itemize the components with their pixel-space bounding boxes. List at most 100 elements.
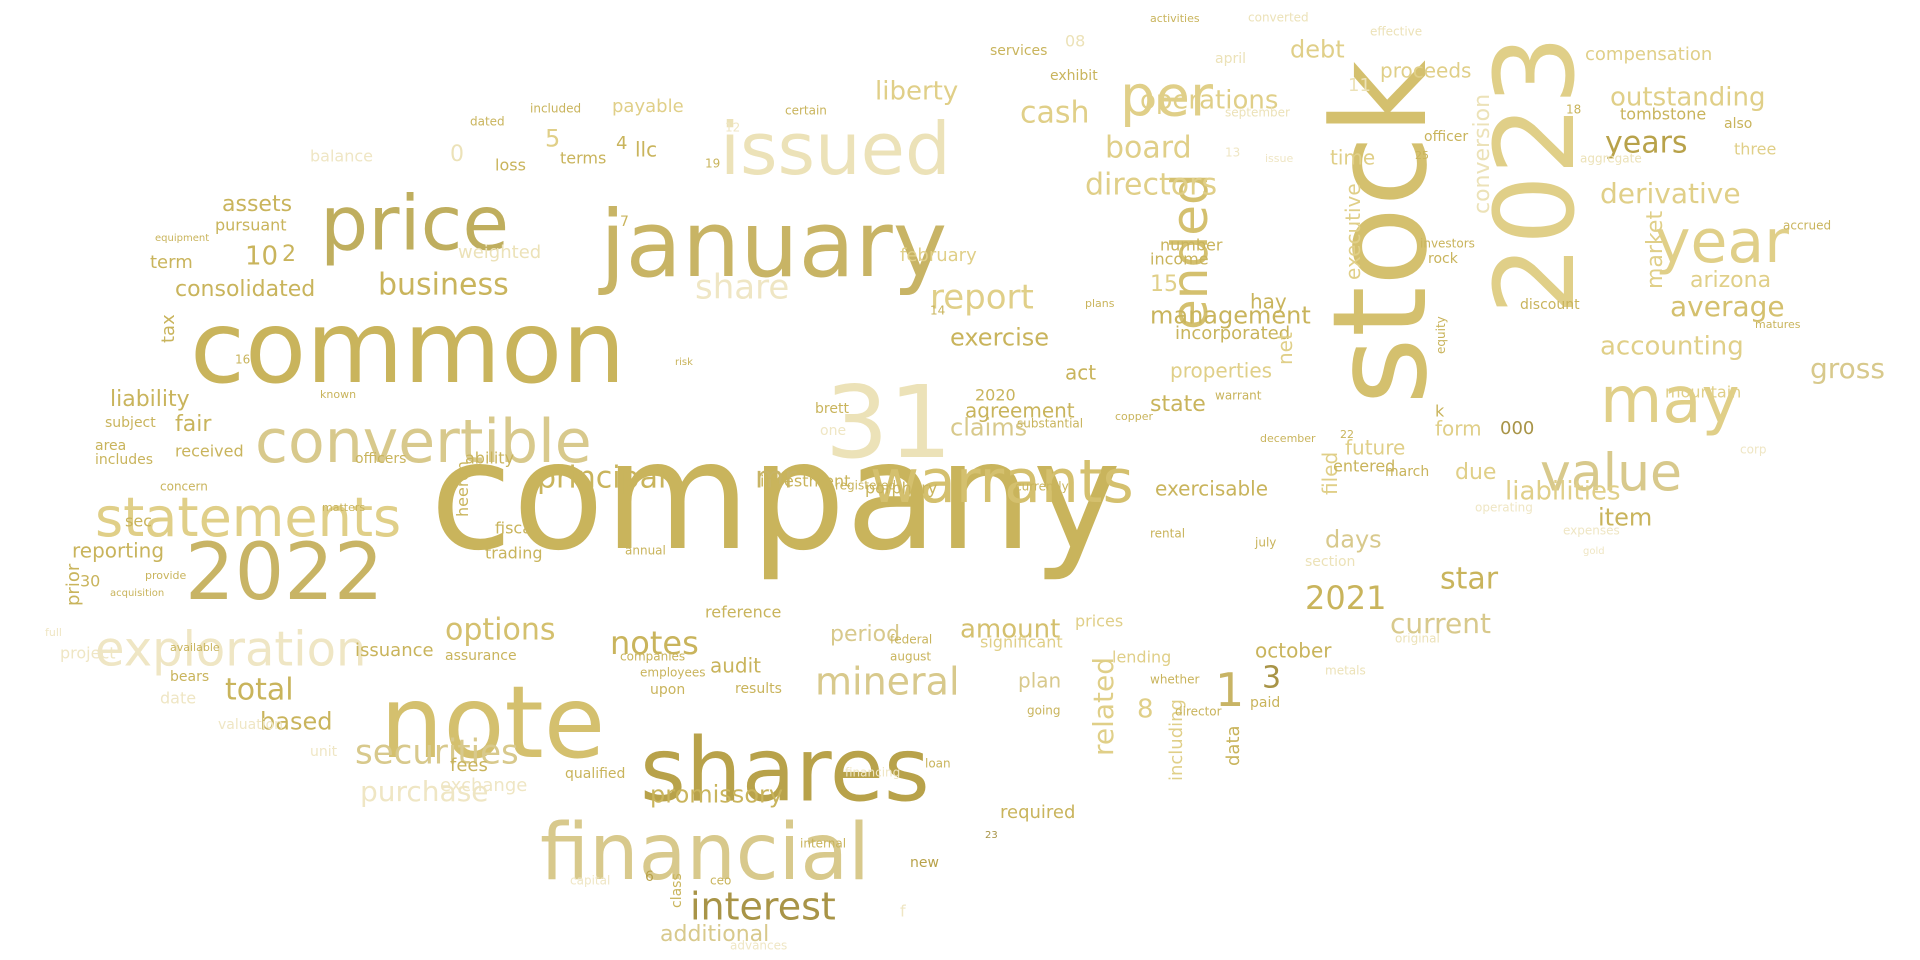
word-officer: officer: [1424, 128, 1469, 145]
word-cash: cash: [1020, 95, 1090, 131]
word-april: april: [1215, 50, 1247, 67]
word-metals: metals: [1325, 663, 1366, 678]
word-interest: interest: [690, 884, 836, 929]
word-lending: lending: [1112, 647, 1172, 667]
word-liberty: liberty: [875, 76, 959, 107]
word-k: k: [1435, 401, 1445, 421]
word-concern: concern: [160, 479, 208, 494]
word-number: number: [1160, 235, 1223, 255]
word-liabilities: liabilities: [1505, 476, 1621, 507]
word-statements: statements: [95, 486, 402, 550]
word-form: form: [1435, 416, 1482, 441]
word-valuation: valuation: [218, 716, 284, 733]
word-three: three: [1734, 139, 1777, 159]
word-days: days: [1325, 525, 1382, 554]
word-gross: gross: [1810, 351, 1885, 385]
word-hay: hay: [1250, 289, 1287, 314]
word-terms: terms: [560, 148, 607, 168]
word-sec: sec: [125, 511, 152, 531]
word-audit: audit: [710, 653, 762, 678]
word-term: term: [150, 252, 193, 274]
word-january: january: [600, 190, 948, 298]
word-investors: investors: [1420, 236, 1475, 251]
word-2022: 2022: [185, 527, 384, 618]
word-services: services: [990, 42, 1048, 59]
word-12: 12: [725, 120, 741, 135]
word-subject: subject: [105, 414, 156, 431]
word-management: management: [1150, 301, 1311, 330]
word-purchase: purchase: [360, 774, 489, 808]
word-financial: financial: [540, 807, 870, 898]
word-based: based: [260, 707, 333, 736]
word-prices: prices: [1075, 611, 1124, 631]
word-15: 15: [1150, 272, 1178, 298]
word-5: 5: [545, 124, 561, 153]
word-notes: notes: [610, 623, 699, 662]
word-corp: corp: [1740, 442, 1767, 457]
word-companies: companies: [620, 649, 686, 664]
word-plans: plans: [1085, 297, 1115, 311]
word-board: board: [1105, 130, 1192, 166]
word-dated: dated: [470, 114, 505, 129]
word-operating: operating: [1475, 500, 1533, 515]
word-data: data: [1223, 725, 1244, 766]
word-principal: principal: [537, 460, 667, 496]
word-market: market: [1643, 210, 1668, 289]
word-assets: assets: [222, 192, 293, 218]
word-received: received: [175, 441, 244, 461]
word-tombstone: tombstone: [1620, 104, 1707, 124]
word-share: share: [695, 267, 790, 308]
word-ceo: ceo: [710, 873, 732, 888]
word-13: 13: [1225, 145, 1241, 160]
word-per: per: [1120, 64, 1214, 130]
word-22: 22: [1340, 428, 1354, 442]
word-paid: paid: [1250, 694, 1281, 711]
word-upon: upon: [650, 681, 686, 698]
word-employees: employees: [640, 665, 706, 680]
word-qualified: qualified: [565, 765, 626, 782]
word-31: 31: [825, 364, 953, 481]
word-6: 6: [645, 868, 654, 885]
word-exercise: exercise: [950, 323, 1050, 352]
word-25: 25: [1415, 149, 1429, 163]
word-one: one: [820, 422, 847, 439]
word-mountain: mountain: [1665, 382, 1742, 402]
word-annual: annual: [625, 543, 666, 558]
word-march: march: [1385, 463, 1430, 480]
word-bears: bears: [170, 668, 210, 685]
word-loan: loan: [925, 756, 951, 771]
word-19: 19: [705, 156, 721, 171]
word-outstanding: outstanding: [1610, 82, 1766, 113]
word-discount: discount: [1520, 296, 1580, 313]
word-amount: amount: [960, 614, 1061, 645]
word-note: note: [380, 664, 606, 781]
word-heeron: heeron: [453, 461, 472, 517]
word-additional: additional: [660, 922, 770, 948]
word-2: 2: [282, 242, 296, 268]
word-issuance: issuance: [355, 640, 434, 662]
word-7: 7: [620, 213, 629, 230]
word-october: october: [1255, 638, 1332, 663]
word-08: 08: [1065, 31, 1086, 51]
word-14: 14: [930, 303, 946, 318]
word-30: 30: [80, 571, 101, 591]
word-operations: operations: [1140, 85, 1279, 116]
word-director: director: [1175, 704, 1222, 719]
word-whether: whether: [1150, 672, 1200, 687]
word-plan: plan: [1018, 668, 1062, 693]
word-10: 10: [245, 241, 279, 272]
word-report: report: [930, 277, 1034, 318]
word-exercisable: exercisable: [1155, 476, 1269, 501]
word-time: time: [1330, 145, 1376, 170]
word-expenses: expenses: [1563, 523, 1620, 538]
word-tax: tax: [158, 314, 179, 343]
word-issue: issue: [1265, 152, 1294, 166]
word-options: options: [445, 612, 556, 648]
word-weighted: weighted: [458, 242, 542, 264]
word-activities: activities: [1150, 12, 1200, 26]
word-mineral: mineral: [815, 659, 960, 704]
word-future: future: [1345, 435, 1406, 460]
word-included: included: [530, 101, 582, 116]
word-rock: rock: [1428, 250, 1458, 267]
word-substantial: substantial: [1017, 416, 1084, 431]
